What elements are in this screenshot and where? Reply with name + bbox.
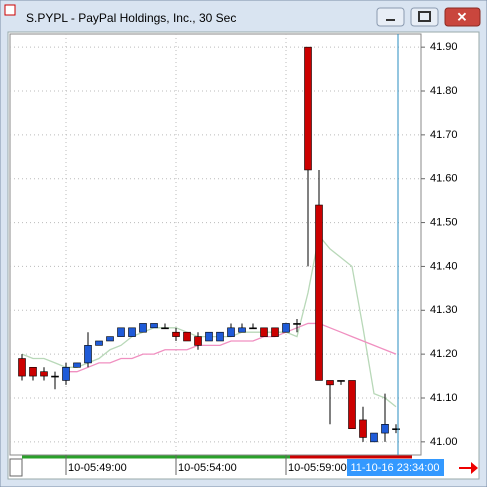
candle-body bbox=[359, 419, 367, 438]
candle-body bbox=[161, 327, 169, 330]
candle-body bbox=[18, 358, 26, 377]
candle-body bbox=[337, 380, 345, 382]
y-tick-label: 41.50 bbox=[430, 216, 458, 228]
y-tick-label: 41.70 bbox=[430, 129, 458, 141]
y-tick-label: 41.90 bbox=[430, 41, 458, 53]
candle-body bbox=[304, 46, 312, 171]
candle-body bbox=[205, 331, 213, 342]
candle-body bbox=[51, 375, 59, 378]
close-icon: ✕ bbox=[457, 9, 468, 24]
candle-body bbox=[128, 327, 136, 337]
scroll-arrow[interactable] bbox=[459, 462, 478, 474]
x-tick-label: 10-05:59:00 bbox=[288, 462, 347, 474]
candle-body bbox=[249, 327, 257, 330]
candle-body bbox=[392, 428, 400, 430]
candle-body bbox=[40, 371, 48, 377]
candle-body bbox=[139, 323, 147, 333]
candle-body bbox=[106, 336, 114, 342]
y-tick-label: 41.40 bbox=[430, 260, 458, 272]
cursor-label: 11-10-16 23:34:00 bbox=[350, 462, 439, 474]
y-tick-label: 41.10 bbox=[430, 392, 458, 404]
plot-area bbox=[9, 33, 422, 456]
maximize-icon bbox=[418, 11, 431, 22]
moving-average-line bbox=[66, 322, 397, 373]
candle-body bbox=[150, 323, 158, 329]
candle-body bbox=[62, 366, 70, 381]
cursor-label-box bbox=[347, 459, 444, 476]
x-tick-label: 10-05:49:00 bbox=[68, 462, 127, 474]
candle-body bbox=[227, 327, 235, 337]
candle-body bbox=[348, 380, 356, 429]
candle-body bbox=[260, 327, 268, 337]
candle-body bbox=[84, 345, 92, 364]
minimize-button[interactable] bbox=[376, 7, 405, 27]
candle-body bbox=[315, 204, 323, 381]
candle-body bbox=[194, 336, 202, 346]
y-tick-label: 41.60 bbox=[430, 173, 458, 185]
x-tick-label: 10-05:54:00 bbox=[178, 462, 237, 474]
scroll-box[interactable] bbox=[9, 458, 23, 477]
y-tick-label: 41.00 bbox=[430, 436, 458, 448]
close-button[interactable] bbox=[444, 7, 481, 27]
y-tick-label: 41.30 bbox=[430, 304, 458, 316]
maximize-button[interactable] bbox=[410, 7, 439, 27]
candle-body bbox=[238, 327, 246, 333]
candle-body bbox=[73, 362, 81, 368]
candle-body bbox=[370, 432, 378, 443]
y-tick-label: 41.20 bbox=[430, 348, 458, 360]
candle-body bbox=[381, 424, 389, 434]
candle-body bbox=[326, 380, 334, 386]
app-icon bbox=[4, 4, 16, 16]
y-tick-label: 41.80 bbox=[430, 85, 458, 97]
candle-body bbox=[95, 340, 103, 346]
candle-body bbox=[29, 366, 37, 377]
candle-body bbox=[172, 331, 180, 337]
window-title: S.PYPL - PayPal Holdings, Inc., 30 Sec bbox=[26, 11, 236, 25]
candle-body bbox=[282, 323, 290, 333]
candle-body bbox=[183, 331, 191, 342]
candle-body bbox=[216, 331, 224, 342]
candle-body bbox=[271, 327, 279, 337]
candle-body bbox=[293, 323, 301, 325]
candle-body bbox=[117, 327, 125, 337]
